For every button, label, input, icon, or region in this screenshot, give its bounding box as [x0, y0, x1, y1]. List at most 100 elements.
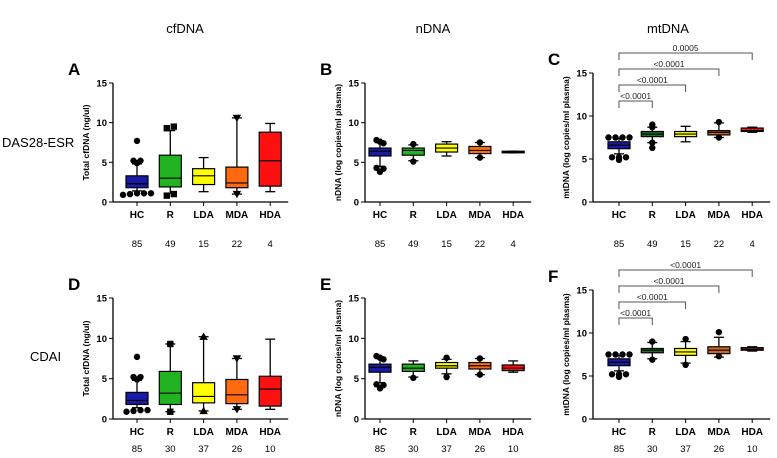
x-tick-label-LDA: LDA [675, 427, 696, 438]
outlier-point-LDA [443, 354, 450, 361]
x-tick-label-MDA: MDA [708, 210, 731, 221]
outlier-point-R [649, 144, 656, 152]
x-tick-label-HDA: HDA [502, 427, 524, 438]
x-tick-label-HDA: HDA [259, 210, 281, 221]
x-tick-label-HC: HC [373, 427, 387, 438]
y-tick-label: 15 [96, 79, 107, 90]
box-HC [368, 363, 392, 373]
outlier-point-MDA [715, 353, 723, 360]
outlier-point-LDA [199, 406, 208, 415]
outlier-point-R [410, 374, 417, 382]
box-HC [368, 147, 392, 157]
x-tick-label-LDA: LDA [675, 210, 696, 221]
column-header-cfdna: cfDNA [166, 21, 204, 36]
y-tick-label: 10 [96, 334, 107, 345]
panel-letter-C: C [548, 50, 560, 69]
x-tick-label-MDA: MDA [708, 427, 731, 438]
x-tick-label-R: R [649, 210, 657, 221]
x-tick-label-R: R [410, 427, 418, 438]
count-label-HC: 85 [132, 444, 143, 453]
outlier-point-HC [380, 356, 387, 363]
count-label-MDA: 26 [475, 444, 486, 453]
y-tick-label: 10 [576, 329, 587, 340]
outlier-point-HC [126, 190, 134, 198]
box-R [158, 370, 182, 406]
box-HDA [740, 127, 764, 133]
count-label-LDA: 37 [441, 444, 452, 453]
count-label-LDA: 37 [680, 444, 691, 453]
y-tick-label: 0 [354, 198, 359, 209]
outlier-point-HC [376, 385, 384, 392]
x-tick-label-R: R [649, 427, 657, 438]
outlier-point-HC [619, 134, 626, 141]
outlier-point-R [649, 139, 656, 146]
panel-letter-F: F [548, 267, 558, 286]
box-LDA [192, 168, 216, 186]
p-value-label: <0.0001 [670, 260, 701, 270]
outlier-point-HC [622, 371, 630, 378]
outlier-point-R [649, 123, 656, 131]
outlier-point-HC [380, 140, 387, 147]
count-label-HC: 85 [375, 444, 386, 453]
box-HC [125, 175, 149, 189]
outlier-point-MDA [232, 190, 242, 199]
y-tick-label: 5 [582, 372, 588, 383]
column-header-ndna: nDNA [416, 21, 451, 36]
x-tick-label-HC: HC [130, 427, 144, 438]
outlier-point-HC [130, 407, 137, 415]
box-R [158, 154, 182, 188]
outlier-point-HC [612, 351, 619, 358]
outlier-point-HC [615, 373, 623, 381]
significance-bracket [618, 68, 720, 76]
y-tick-label: 0 [582, 415, 587, 426]
significance-bracket [618, 100, 653, 108]
y-axis-label: mtDNA (log copies/ml plasma) [561, 76, 571, 199]
outlier-point-HC [622, 154, 630, 161]
outlier-point-MDA [476, 139, 484, 146]
outlier-point-HC [626, 351, 633, 358]
count-label-MDA: 22 [714, 239, 725, 250]
y-tick-label: 5 [354, 158, 360, 169]
y-tick-label: 0 [102, 198, 107, 209]
outlier-point-R [163, 192, 170, 199]
y-tick-label: 15 [348, 294, 359, 305]
significance-bracket [618, 285, 720, 293]
outlier-point-LDA [682, 361, 689, 369]
outlier-point-HC [608, 154, 616, 161]
box-R [401, 147, 425, 156]
y-axis-label: Total cfDNA (ng/ul) [81, 320, 91, 396]
count-label-R: 49 [165, 239, 176, 250]
x-tick-label-LDA: LDA [436, 427, 457, 438]
count-label-R: 49 [408, 239, 419, 250]
outlier-point-R [167, 408, 174, 415]
y-tick-label: 10 [348, 334, 359, 345]
outlier-point-HC [119, 191, 127, 199]
significance-bracket [618, 317, 653, 325]
y-tick-label: 15 [96, 294, 107, 305]
box-MDA [225, 166, 249, 189]
count-label-LDA: 37 [198, 444, 209, 453]
outlier-point-HC [133, 159, 141, 167]
outlier-point-R [163, 125, 170, 132]
outlier-point-HC [133, 376, 141, 383]
outlier-point-HC [376, 168, 384, 176]
y-tick-label: 15 [348, 79, 359, 90]
outlier-point-R [649, 356, 656, 363]
panel-letter-D: D [68, 275, 80, 294]
p-value-label: <0.0001 [653, 59, 684, 69]
outlier-point-HC [619, 351, 626, 358]
y-axis-label: Total cfDNA (ng/ul) [81, 104, 91, 180]
outlier-point-MDA [715, 134, 723, 141]
box-LDA [192, 382, 216, 404]
outlier-point-HC [133, 137, 141, 145]
y-axis-label: nDNA (log copies/ml plasma) [333, 84, 343, 201]
y-tick-label: 0 [354, 415, 359, 426]
x-tick-label-MDA: MDA [469, 427, 492, 438]
count-label-HC: 85 [132, 239, 143, 250]
outlier-point-HC [612, 134, 619, 141]
count-label-MDA: 26 [714, 444, 725, 453]
y-tick-label: 10 [348, 118, 359, 129]
outlier-point-HC [608, 371, 616, 378]
p-value-label: <0.0001 [653, 276, 684, 286]
